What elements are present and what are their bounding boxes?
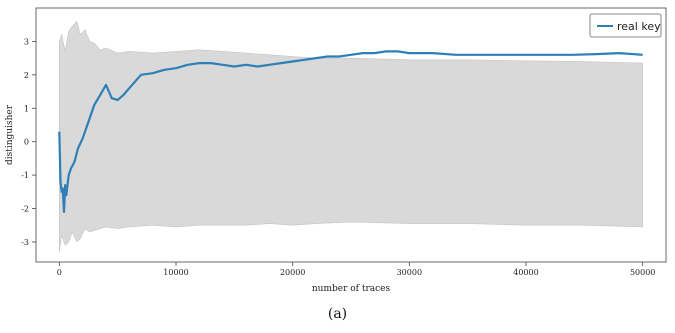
x-axis-label: number of traces — [312, 284, 391, 294]
y-tick-label: -1 — [21, 171, 29, 180]
y-tick-label: 3 — [24, 37, 29, 46]
y-axis: -3 -2 -1 0 1 2 3 — [21, 37, 36, 247]
y-axis-label: distinguisher — [5, 104, 15, 165]
x-tick-label: 0 — [57, 268, 62, 277]
y-tick-label: 0 — [24, 138, 29, 147]
x-tick-label: 20000 — [280, 268, 305, 277]
legend: real key — [589, 13, 662, 38]
x-tick-label: 30000 — [397, 268, 422, 277]
figure-caption: (a) — [327, 306, 348, 322]
x-axis: 0 10000 20000 30000 40000 50000 — [57, 262, 655, 277]
y-tick-label: 1 — [24, 104, 29, 113]
x-tick-label: 40000 — [513, 268, 538, 277]
x-tick-label: 50000 — [630, 268, 655, 277]
y-tick-label: -2 — [21, 205, 29, 214]
real-key-line — [58, 50, 643, 213]
plot-area — [58, 20, 643, 253]
legend-label: real key — [617, 20, 661, 33]
plot-frame — [35, 7, 667, 263]
random-key-band — [59, 20, 643, 253]
y-tick-label: 2 — [24, 71, 29, 80]
chart: 0 10000 20000 30000 40000 50000 -3 -2 -1 0 1 2 3 nu… — [5, 7, 667, 294]
x-tick-label: 10000 — [163, 268, 188, 277]
y-tick-label: -3 — [21, 238, 29, 247]
legend-box — [589, 13, 662, 38]
